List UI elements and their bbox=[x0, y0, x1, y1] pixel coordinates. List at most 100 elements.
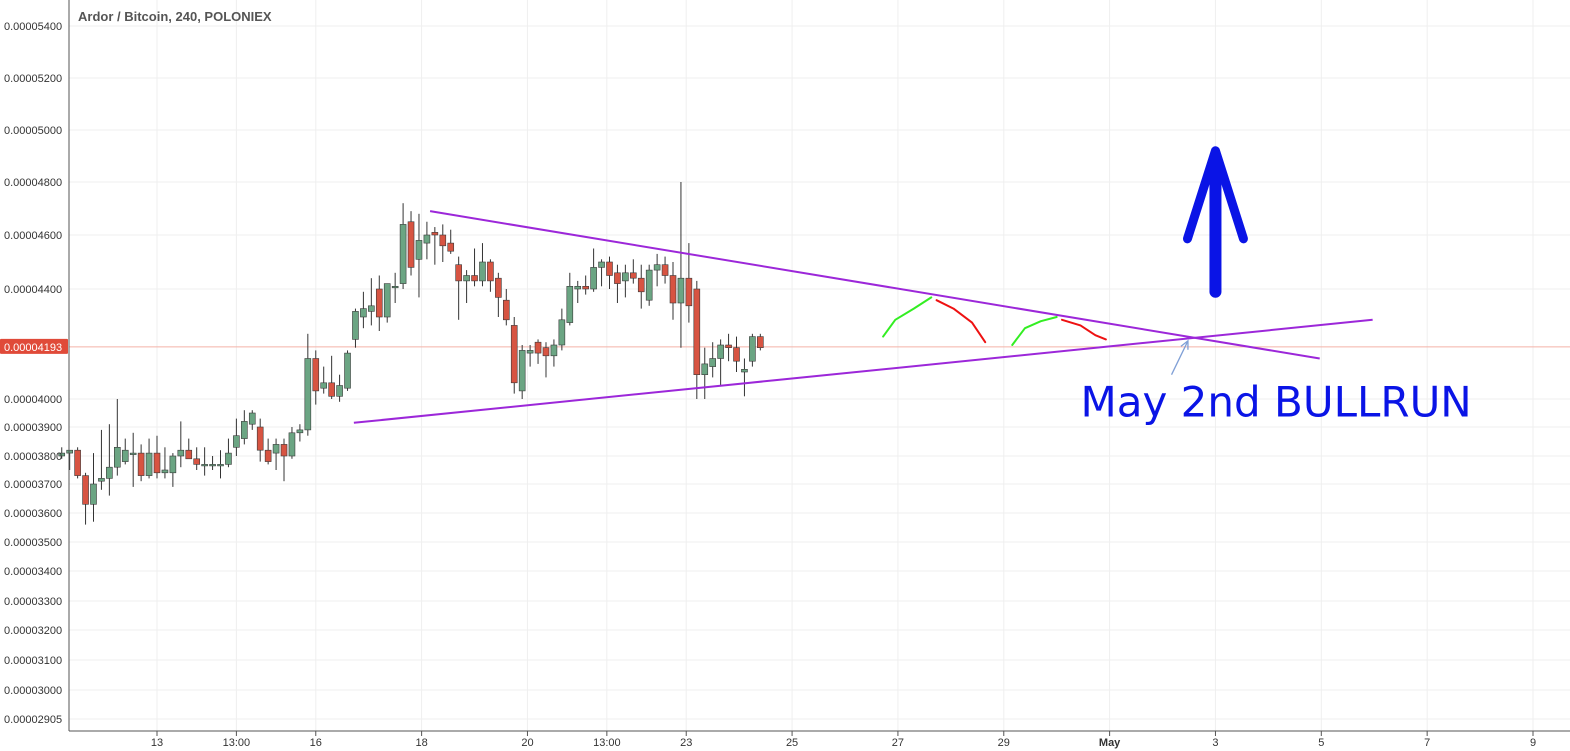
candle bbox=[423, 221, 431, 260]
candle bbox=[526, 345, 534, 367]
candle-body-down bbox=[661, 264, 669, 276]
y-tick-label: 0.00005400 bbox=[4, 21, 62, 33]
y-tick-label: 0.00003100 bbox=[4, 655, 62, 667]
candle-body-down bbox=[153, 452, 161, 474]
candle-body-up bbox=[518, 350, 526, 392]
candle bbox=[637, 264, 645, 309]
candle bbox=[352, 308, 359, 348]
y-tick-label: 0.00004600 bbox=[4, 230, 62, 242]
candle bbox=[185, 438, 193, 460]
candle-body-up bbox=[479, 261, 486, 282]
candle-body-up bbox=[383, 283, 391, 318]
candle bbox=[336, 374, 343, 402]
candle bbox=[606, 256, 613, 289]
candle-body-up bbox=[590, 267, 597, 290]
x-tick-label: 25 bbox=[786, 737, 798, 749]
current-price-badge bbox=[0, 338, 68, 354]
x-axis-ticks: 13 13:00 16 18 20 13:00 23 25 27 29 May 3 5 7 9 bbox=[151, 731, 1536, 749]
candle-body-down bbox=[630, 272, 637, 279]
candle bbox=[709, 342, 716, 378]
y-tick-label: 0.00004400 bbox=[4, 284, 62, 296]
x-tick-label: 20 bbox=[521, 737, 533, 749]
candle bbox=[82, 472, 89, 525]
candle bbox=[487, 259, 494, 292]
candle-body-down bbox=[693, 288, 701, 375]
candle-body-up bbox=[463, 275, 470, 282]
projection-red-2 bbox=[1060, 318, 1107, 341]
candle bbox=[312, 350, 320, 405]
candle-body-up bbox=[352, 311, 359, 340]
y-tick-label: 0.00004800 bbox=[4, 177, 62, 189]
may-2nd-bullrun-label: May 2nd BULLRUN bbox=[1081, 377, 1472, 426]
candle-body-up bbox=[360, 308, 367, 318]
candle bbox=[693, 280, 701, 399]
projection-red-1 bbox=[935, 299, 987, 344]
candle-body-down bbox=[685, 277, 693, 307]
candle-body-down bbox=[542, 347, 550, 357]
candle-body-down bbox=[495, 277, 502, 298]
candle bbox=[360, 291, 367, 329]
candle-body-up bbox=[344, 352, 351, 389]
candle bbox=[288, 427, 296, 459]
candle bbox=[518, 345, 526, 399]
pointer-arrow-shaft bbox=[1170, 340, 1189, 375]
x-tick-label: 7 bbox=[1424, 737, 1430, 749]
big-up-arrow-head bbox=[1182, 146, 1248, 244]
chart-title: Ardor / Bitcoin, 240, POLONIEX bbox=[78, 9, 272, 24]
candle-body-down bbox=[407, 221, 415, 268]
candle bbox=[749, 333, 756, 367]
candle bbox=[233, 418, 240, 456]
candle bbox=[375, 275, 383, 331]
candle bbox=[622, 264, 629, 298]
big-up-arrow bbox=[1182, 146, 1248, 298]
candle bbox=[264, 438, 272, 465]
candle-body-down bbox=[510, 325, 518, 384]
candle-body-up bbox=[598, 261, 605, 268]
candle-body-down bbox=[439, 234, 447, 247]
x-tick-label: 18 bbox=[415, 737, 427, 749]
candle-body-up bbox=[741, 368, 748, 373]
candle bbox=[391, 272, 399, 303]
candle bbox=[121, 438, 129, 465]
candle-body-down bbox=[582, 285, 589, 290]
candle bbox=[320, 366, 328, 394]
y-tick-label: 0.00003500 bbox=[4, 537, 62, 549]
candle-body-down bbox=[280, 444, 288, 457]
candle-body-up bbox=[241, 421, 248, 439]
candle-body-down bbox=[375, 288, 383, 318]
candle bbox=[296, 424, 304, 442]
candle bbox=[272, 438, 280, 470]
candle-body-up bbox=[296, 429, 304, 434]
arrows bbox=[1170, 146, 1248, 375]
candle-body-down bbox=[193, 458, 200, 465]
y-tick-label: 0.00003600 bbox=[4, 508, 62, 520]
candle-body-up bbox=[368, 305, 375, 312]
candle-body-up bbox=[145, 452, 153, 476]
candle bbox=[145, 438, 153, 479]
candle bbox=[669, 262, 677, 320]
candle-body-down bbox=[733, 347, 740, 362]
y-axis-ticks: 0.00005400 0.00005200 0.00005000 0.00004800… bbox=[4, 21, 62, 726]
projection-strokes bbox=[882, 296, 1107, 346]
candle bbox=[248, 410, 256, 430]
candle bbox=[280, 438, 288, 482]
candle bbox=[431, 227, 439, 265]
y-tick-label: 0.00003000 bbox=[4, 685, 62, 697]
candle bbox=[463, 270, 470, 303]
candle-body-up bbox=[391, 285, 399, 289]
candle bbox=[177, 421, 185, 468]
candle-body-up bbox=[121, 449, 129, 462]
x-tick-label: 13 bbox=[151, 737, 163, 749]
y-tick-label: 0.00003700 bbox=[4, 479, 62, 491]
x-tick-label: 3 bbox=[1212, 737, 1218, 749]
y-tick-label: 0.00004000 bbox=[4, 394, 62, 406]
y-tick-label: 0.00005200 bbox=[4, 73, 62, 85]
candle bbox=[630, 259, 637, 284]
candle-body-down bbox=[264, 449, 272, 462]
candle bbox=[582, 275, 589, 295]
candle-body-down bbox=[256, 426, 264, 451]
x-tick-label: 23 bbox=[680, 737, 692, 749]
candle-body-up bbox=[58, 452, 66, 457]
candle-body-up bbox=[677, 277, 685, 304]
candle-body-up bbox=[209, 464, 216, 467]
